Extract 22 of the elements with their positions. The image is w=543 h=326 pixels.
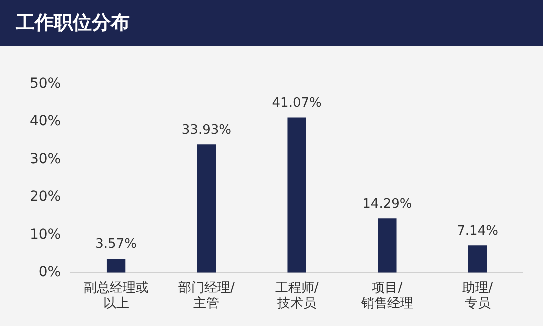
x-tick-label: 副总经理或以上 bbox=[84, 280, 149, 312]
y-tick-label: 40% bbox=[30, 114, 62, 130]
x-tick-label: 助理/专员 bbox=[462, 280, 494, 312]
y-tick-label: 50% bbox=[30, 76, 62, 92]
data-label: 33.93% bbox=[182, 122, 232, 138]
bar bbox=[468, 246, 488, 273]
y-tick-label: 0% bbox=[38, 264, 62, 280]
bar bbox=[106, 259, 126, 273]
x-tick-label: 项目/销售经理 bbox=[360, 280, 414, 312]
data-label: 41.07% bbox=[272, 96, 322, 111]
x-tick-label: 部门经理/主管 bbox=[178, 280, 236, 312]
bar bbox=[378, 218, 397, 273]
data-label: 3.57% bbox=[96, 237, 137, 252]
x-tick-label: 工程师/技术员 bbox=[275, 280, 320, 312]
y-tick-label: 20% bbox=[30, 189, 62, 206]
chart-title: 工作职位分布 bbox=[0, 0, 543, 46]
bar bbox=[288, 118, 306, 273]
bar bbox=[197, 144, 216, 273]
y-tick-label: 30% bbox=[30, 151, 62, 168]
data-label: 7.14% bbox=[457, 224, 498, 239]
data-label: 14.29% bbox=[362, 196, 412, 212]
y-tick-label: 10% bbox=[30, 226, 62, 243]
